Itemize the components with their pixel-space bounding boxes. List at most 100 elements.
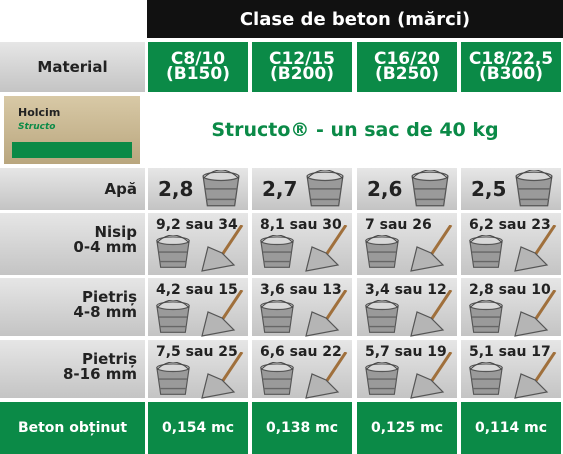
shovel-icon xyxy=(410,225,453,272)
class-alt: (B300) xyxy=(479,64,543,84)
class-alt: (B150) xyxy=(166,64,230,84)
shovel-icon xyxy=(201,290,244,337)
class-header: C8/10 (B150) xyxy=(148,42,248,92)
product-bag: Holcim Structo xyxy=(4,96,140,164)
result-value: 0,114 mc xyxy=(461,402,561,454)
value-cell: 5,1 sau 17 xyxy=(461,340,561,399)
shovel-icon xyxy=(305,225,348,272)
row-label-main: Nisip xyxy=(94,223,137,241)
result-label: Beton obținut xyxy=(0,402,145,454)
value: 6,2 sau 23 xyxy=(469,217,551,233)
class-label: C18/22,5 xyxy=(468,49,554,69)
value-cell: 2,8 sau 10 xyxy=(461,278,561,337)
row-label: Apă xyxy=(105,182,145,197)
value-cell: 2,7 xyxy=(252,168,352,210)
shovel-icon xyxy=(410,290,453,337)
row-sublabel: 8-16 mm xyxy=(62,365,137,383)
bucket-icon xyxy=(469,235,503,268)
shovel-icon xyxy=(514,225,557,272)
bucket-icon xyxy=(156,300,190,333)
row-label-cell: Pietriș 4-8 mm xyxy=(0,278,145,336)
shovel-icon xyxy=(514,290,557,337)
bucket-icon xyxy=(156,235,190,268)
value: 8,1 sau 30 xyxy=(260,217,342,233)
result-value: 0,154 mc xyxy=(148,402,248,454)
bucket-icon xyxy=(411,170,449,207)
row-label: Nisip 0-4 mm xyxy=(73,225,145,255)
row-label-cell: Nisip 0-4 mm xyxy=(0,213,145,275)
value: 9,2 sau 34 xyxy=(156,217,238,233)
value: 2,8 sau 10 xyxy=(469,282,551,298)
value-cell: 2,8 xyxy=(148,168,248,210)
row-label-main: Apă xyxy=(104,180,137,198)
bucket-icon xyxy=(260,362,294,395)
bucket-icon xyxy=(156,362,190,395)
class-alt: (B250) xyxy=(375,64,439,84)
class-label: C12/15 xyxy=(269,49,335,69)
value: 2,6 xyxy=(367,177,403,201)
class-header: C16/20 (B250) xyxy=(357,42,457,92)
table-title: Clase de beton (mărci) xyxy=(147,0,563,38)
product-caption: Structo® - un sac de 40 kg xyxy=(211,119,499,141)
value: 3,4 sau 12 xyxy=(365,282,447,298)
row-label: Pietriș 4-8 mm xyxy=(73,290,145,320)
bucket-icon xyxy=(306,170,344,207)
value: 6,6 sau 22 xyxy=(260,344,342,360)
value: 2,8 xyxy=(158,177,194,201)
value: 7 sau 26 xyxy=(365,217,432,233)
value-cell: 3,4 sau 12 xyxy=(357,278,457,337)
value-cell: 9,2 sau 34 xyxy=(148,213,248,275)
value: 5,1 sau 17 xyxy=(469,344,551,360)
value-cell: 4,2 sau 15 xyxy=(148,278,248,337)
value-cell: 8,1 sau 30 xyxy=(252,213,352,275)
value: 2,7 xyxy=(262,177,298,201)
shovel-icon xyxy=(305,290,348,337)
bucket-icon xyxy=(260,235,294,268)
class-label: C16/20 xyxy=(374,49,440,69)
class-alt: (B200) xyxy=(270,64,334,84)
material-label: Material xyxy=(0,42,145,92)
row-label-cell: Pietriș 8-16 mm xyxy=(0,340,145,398)
value: 2,5 xyxy=(471,177,507,201)
value: 7,5 sau 25 xyxy=(156,344,238,360)
value-cell: 5,7 sau 19 xyxy=(357,340,457,399)
row-sublabel: 4-8 mm xyxy=(73,303,137,321)
bucket-icon xyxy=(260,300,294,333)
bucket-icon xyxy=(365,300,399,333)
row-label-cell: Apă xyxy=(0,168,145,210)
value-cell: 7 sau 26 xyxy=(357,213,457,275)
bucket-icon xyxy=(469,362,503,395)
class-header: C18/22,5 (B300) xyxy=(461,42,561,92)
bucket-icon xyxy=(365,362,399,395)
class-label: C8/10 xyxy=(170,49,226,69)
value-cell: 3,6 sau 13 xyxy=(252,278,352,337)
bucket-icon xyxy=(365,235,399,268)
bag-stripe xyxy=(12,142,132,158)
shovel-icon xyxy=(514,352,557,399)
class-header: C12/15 (B200) xyxy=(252,42,352,92)
value: 3,6 sau 13 xyxy=(260,282,342,298)
result-value: 0,138 mc xyxy=(252,402,352,454)
shovel-icon xyxy=(201,225,244,272)
value: 5,7 sau 19 xyxy=(365,344,447,360)
value-cell: 2,6 xyxy=(357,168,457,210)
bucket-icon xyxy=(515,170,553,207)
value-cell: 7,5 sau 25 xyxy=(148,340,248,399)
value-cell: 2,5 xyxy=(461,168,561,210)
bucket-icon xyxy=(202,170,240,207)
value-cell: 6,6 sau 22 xyxy=(252,340,352,399)
value: 4,2 sau 15 xyxy=(156,282,238,298)
bucket-icon xyxy=(469,300,503,333)
value-cell: 6,2 sau 23 xyxy=(461,213,561,275)
row-label: Pietriș 8-16 mm xyxy=(63,352,145,382)
bag-name: Structo xyxy=(18,122,56,132)
row-label-main: Pietriș xyxy=(82,350,137,368)
shovel-icon xyxy=(305,352,348,399)
shovel-icon xyxy=(201,352,244,399)
bag-brand: Holcim xyxy=(18,106,61,119)
shovel-icon xyxy=(410,352,453,399)
result-value: 0,125 mc xyxy=(357,402,457,454)
row-label-main: Pietriș xyxy=(82,288,137,306)
row-sublabel: 0-4 mm xyxy=(73,238,137,256)
